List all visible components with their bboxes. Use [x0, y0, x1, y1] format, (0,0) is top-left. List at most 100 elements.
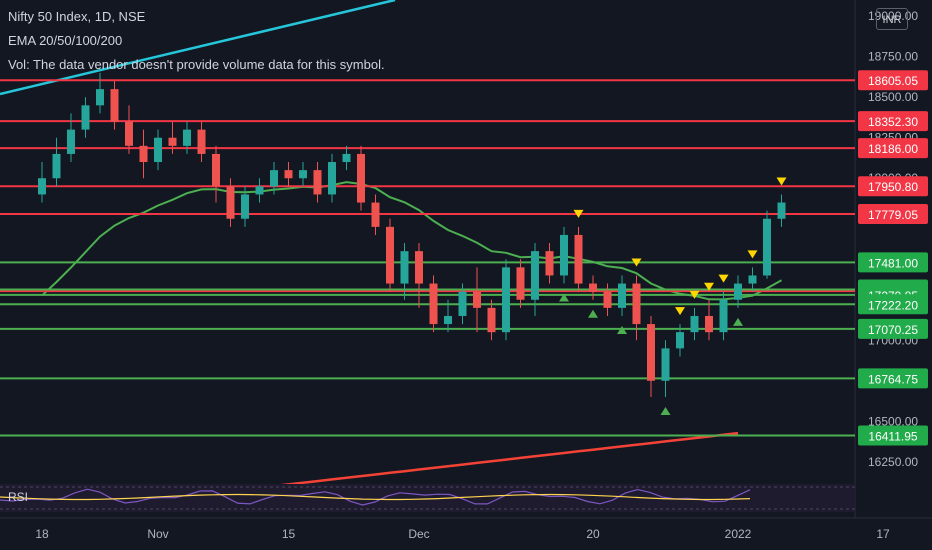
- candle-45: [690, 307, 699, 341]
- candle-17: [284, 162, 293, 187]
- candle-24: [386, 218, 394, 292]
- time-axis[interactable]: 18Nov15Dec20202217Feb: [35, 527, 932, 541]
- symbol-title[interactable]: Nifty 50 Index, 1D, NSE: [8, 9, 146, 24]
- candle-body-23: [371, 202, 380, 227]
- red-level-badge-1: 18352.30: [858, 111, 928, 132]
- sell-marker-6: [747, 250, 758, 259]
- green-level-badge-3: 17222.20: [858, 294, 928, 315]
- red-level-badge-0-bg: [858, 70, 928, 91]
- candle-body-42: [647, 324, 655, 381]
- candle-body-33: [516, 267, 525, 300]
- candle-body-51: [777, 202, 786, 219]
- candle-body-47: [719, 299, 728, 333]
- candle-body-43: [661, 348, 670, 381]
- plot-background: [0, 0, 855, 518]
- time-tick-0: 18: [35, 527, 49, 541]
- volume-legend[interactable]: Vol: The data vendor doesn't provide vol…: [8, 57, 385, 72]
- green-level-badge-5-label: 16764.75: [868, 372, 918, 386]
- green-level-badge-3-label: 17222.20: [868, 298, 918, 312]
- time-tick-4: 20: [586, 527, 600, 541]
- candle-33: [516, 259, 525, 308]
- candle-10: [183, 121, 191, 154]
- buy-marker-1: [588, 309, 598, 318]
- candle-body-3: [81, 105, 90, 130]
- candle-30: [473, 267, 481, 333]
- candle-26: [415, 243, 423, 308]
- candle-body-28: [444, 315, 452, 325]
- candle-body-37: [574, 234, 583, 284]
- candle-38: [589, 275, 597, 300]
- candle-4: [96, 72, 104, 114]
- candle-body-13: [226, 186, 235, 219]
- candle-9: [168, 121, 177, 154]
- candle-body-7: [139, 145, 148, 163]
- price-tick-0: 19000.00: [868, 9, 918, 23]
- candle-body-45: [690, 315, 699, 333]
- red-level-badge-1-label: 18352.30: [868, 115, 918, 129]
- grid: [0, 0, 932, 519]
- green-level-badge-0: 17481.00: [858, 252, 928, 273]
- candle-22: [357, 145, 365, 211]
- red-level-badge-4-label: 17779.05: [868, 208, 918, 222]
- candle-body-11: [197, 129, 206, 154]
- candle-3: [81, 97, 90, 138]
- ema-200-line: [244, 431, 739, 491]
- candle-body-38: [589, 283, 597, 292]
- candle-body-10: [183, 129, 191, 146]
- candle-body-0: [38, 178, 46, 195]
- sell-marker-3: [689, 290, 700, 299]
- candle-25: [400, 243, 409, 300]
- candle-47: [719, 291, 728, 341]
- green-level-badge-3-bg: [858, 294, 928, 315]
- candle-2: [67, 113, 75, 163]
- rsi-label[interactable]: RSI: [8, 490, 29, 504]
- candle-29: [458, 283, 467, 325]
- red-level-badge-0-label: 18605.05: [868, 74, 918, 88]
- candle-34: [531, 243, 539, 316]
- candle-16: [270, 162, 278, 195]
- sell-marker-1: [631, 258, 642, 267]
- price-tick-2: 18500.00: [868, 90, 918, 104]
- time-tick-5: 2022: [725, 527, 752, 541]
- candle-body-21: [342, 153, 351, 163]
- sell-marker-7: [776, 177, 787, 186]
- red-level-badge-1-bg: [858, 111, 928, 132]
- ema-legend[interactable]: EMA 20/50/100/200: [8, 33, 123, 48]
- rsi-panel: [0, 484, 855, 512]
- candle-7: [139, 129, 148, 179]
- level-badges: 18605.05 18352.30 18186.00 17950.80 17779.05…: [858, 70, 928, 446]
- candle-body-4: [96, 89, 104, 106]
- candle-body-26: [415, 251, 423, 284]
- sell-marker-4: [704, 282, 714, 291]
- candle-42: [647, 315, 655, 397]
- level-lines: [0, 79, 855, 437]
- candle-body-40: [618, 283, 626, 308]
- red-level-badge-4: 17779.05: [858, 204, 928, 225]
- candle-body-16: [270, 170, 278, 187]
- candle-8: [154, 129, 162, 171]
- red-level-badge-2-label: 18186.00: [868, 142, 918, 156]
- candle-35: [545, 243, 554, 284]
- rsi-ma-line: [0, 493, 751, 501]
- currency-badge[interactable]: INR: [876, 8, 908, 30]
- red-level-badge-3: 17950.80: [858, 176, 928, 197]
- rsi-line: [0, 488, 751, 506]
- candle-body-49: [748, 275, 757, 284]
- candle-48: [734, 275, 742, 308]
- candle-body-36: [560, 234, 568, 276]
- candle-18: [299, 162, 307, 187]
- green-level-badge-6: 16411.95: [858, 425, 928, 446]
- price-tick-11: 16250.00: [868, 455, 918, 469]
- candle-51: [777, 194, 786, 227]
- candle-body-50: [763, 218, 771, 276]
- candle-body-5: [110, 89, 119, 122]
- candle-body-15: [255, 186, 264, 195]
- candle-body-31: [487, 307, 496, 333]
- candle-body-22: [357, 153, 365, 203]
- sell-marker-0: [573, 209, 584, 218]
- candle-body-27: [429, 283, 438, 325]
- buy-marker-2: [617, 325, 627, 334]
- candle-44: [676, 324, 684, 357]
- candle-body-35: [545, 251, 554, 276]
